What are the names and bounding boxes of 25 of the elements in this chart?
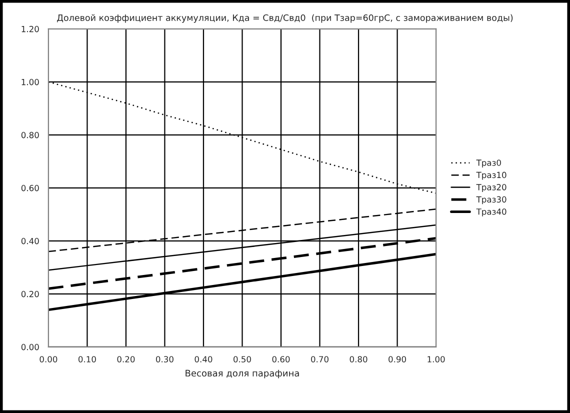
y-tick-label: 1.20 [22,26,39,32]
x-tick-label: 1.00 [428,356,445,362]
legend-label: Траз0 [476,160,501,168]
x-tick-label: 0.60 [272,356,290,362]
x-tick-label: 0.50 [234,356,251,362]
x-tick-label: 0.00 [40,356,58,362]
y-tick-label: 0.00 [21,344,39,350]
chart-title: Долевой коэффициент аккумуляции, Кда = Свд/Свд0 (при Тзар=60грС, с замораживанием воды) [57,14,513,23]
y-tick-label: 1.00 [22,78,39,86]
y-tick-label: 0.40 [21,238,39,244]
legend-label: Траз40 [476,208,506,216]
legend-label: Траз20 [476,184,506,192]
y-tick-label: 0.60 [21,184,39,192]
x-tick-label: 0.20 [117,356,135,362]
x-tick-label: 0.80 [350,356,368,362]
legend-label: Траз10 [476,172,506,180]
x-tick-label: 0.10 [78,356,96,362]
y-tick-label: 0.80 [21,132,39,138]
y-tick-label: 0.20 [21,290,39,298]
x-tick-label: 0.90 [388,356,406,362]
legend-label: Траз30 [476,196,506,204]
x-tick-label: 0.70 [311,356,328,362]
x-tick-label: 0.40 [194,356,212,362]
x-tick-label: 0.30 [156,356,174,362]
x-axis-title: Весовая доля парафина [186,370,299,378]
